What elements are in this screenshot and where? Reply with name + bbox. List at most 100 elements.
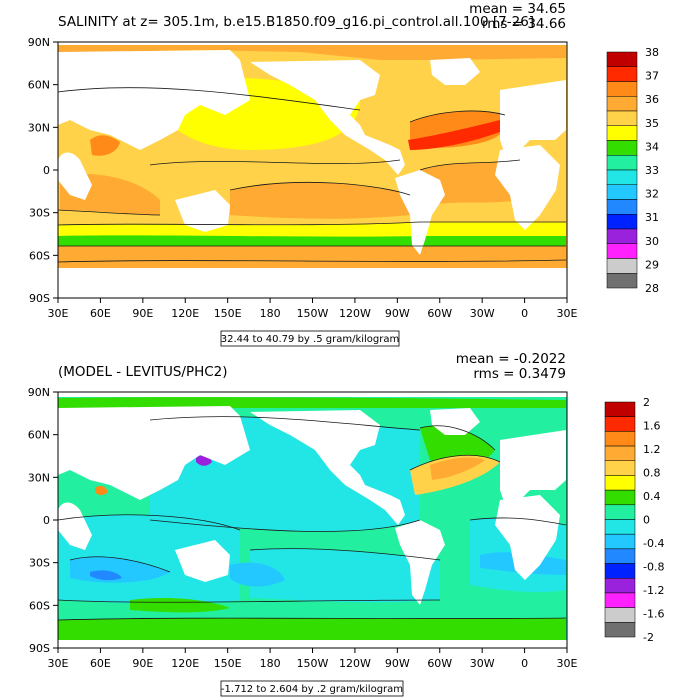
arabian-sea-high [90,135,120,156]
range-box [220,330,400,347]
colorbar-swatch [604,592,636,608]
colorbar-swatch [606,96,638,112]
colorbar-swatch [604,504,636,520]
mean-label: mean = 34.65 [469,1,566,17]
land-asia [58,406,250,500]
lat-tick-label: 90S [29,642,50,655]
atlantic-subtropical [420,160,520,205]
colorbar-swatch [604,401,636,417]
colorbar-label: 1.6 [643,420,661,433]
southern-ocean-band [58,222,566,240]
colorbar-label: -0.8 [643,561,664,574]
colorbar-swatch [604,460,636,476]
contour-line [58,209,161,216]
contour-line [69,556,171,573]
contour-line [149,519,421,532]
circumpolar-band [58,235,566,246]
land-south-america [395,170,445,255]
land-india-region [58,502,92,550]
colorbar-swatch [606,125,638,141]
colorbar-label: -2 [643,631,654,644]
land-greenland [430,58,480,85]
contour-line [58,259,567,263]
lon-tick-label: 120W [339,307,371,320]
colorbar-swatch [604,431,636,447]
colorbar-swatch [604,622,636,638]
colorbar-swatch [606,243,638,259]
contour-line [58,87,361,111]
lon-tick-label: 150W [297,657,329,670]
salinity-panel: SALINITY at z= 305.1m, b.e15.B1850.f09_g… [28,1,659,347]
lat-tick-label: 30S [29,557,50,570]
lon-tick-label: 30E [48,307,69,320]
contour-line [409,454,501,471]
colorbar-swatch [606,214,638,230]
colorbar-swatch [604,519,636,535]
lat-tick-label: 60S [29,249,50,262]
colorbar-label: 2 [643,396,650,409]
contour-line [149,416,421,431]
land-asia [58,50,250,150]
colorbar-label: 35 [645,117,659,130]
lon-tick-label: 90E [132,307,153,320]
lat-tick-label: 0 [43,164,50,177]
lon-tick-label: 90W [385,657,410,670]
lon-tick-label: 180 [260,307,281,320]
land-pole-strip [58,392,567,397]
colorbar-swatch [604,533,636,550]
colorbar-label: 33 [645,164,659,177]
colorbar-label: 0 [643,514,650,527]
colorbar-label: -1.6 [643,608,664,621]
colorbar-swatch [604,563,636,579]
contour-line [58,514,241,531]
colorbar-swatch [604,445,636,461]
colorbar-swatch [606,66,638,82]
colorbar-swatch [606,228,638,244]
colorbar-swatch [604,548,636,564]
lon-tick-label: 120E [171,657,199,670]
colorbar-swatch [606,51,638,67]
land-india-region [58,152,92,200]
negative-anomaly [90,570,122,581]
lon-tick-label: 30E [557,657,578,670]
latitude-axis: 90N 60N 30N 0 30S 60S 90S [28,386,58,655]
contour-line [149,159,401,166]
arctic-band [58,44,566,60]
lat-tick-label: 30S [29,207,50,220]
lon-tick-label: 150E [214,657,242,670]
lon-tick-label: 30W [470,657,495,670]
colorbar-label: 36 [645,93,659,106]
range-label: -1.712 to 2.604 by .2 gram/kilogram [221,684,403,695]
lon-tick-label: 0 [521,307,528,320]
colorbar-label: 32 [645,188,659,201]
colorbar-swatch [606,140,638,156]
rms-label: rms = 34.66 [482,16,566,32]
contour-line [58,617,567,621]
lon-tick-label: 150E [214,307,242,320]
contour-line [469,517,567,526]
land-antarctica [58,268,567,298]
colorbar-label: -1.2 [643,584,664,597]
antarctic-positive [58,618,566,640]
lat-tick-label: 90S [29,292,50,305]
colorbar-swatch [606,169,638,185]
colorbar-label: 1.2 [643,443,661,456]
red-sea-anomaly [95,485,108,495]
land-africa [495,145,560,230]
lon-tick-label: 180 [260,657,281,670]
colorbar-swatch [604,607,636,623]
lon-tick-label: 0 [521,657,528,670]
lat-tick-label: 90N [28,386,50,399]
colorbar-label: 30 [645,235,659,248]
lon-tick-label: 60W [427,307,452,320]
colorbar-label: 29 [645,258,659,271]
lon-tick-label: 90W [385,307,410,320]
lat-tick-label: 60S [29,599,50,612]
colorbar-label: 38 [645,46,659,59]
colorbar-label: 34 [645,140,659,153]
south-pacific-negative [250,548,440,603]
lat-tick-label: 30N [28,121,50,134]
land-europe-north-africa [500,430,566,505]
land-europe-north-africa [500,80,566,155]
lon-tick-label: 30W [470,307,495,320]
